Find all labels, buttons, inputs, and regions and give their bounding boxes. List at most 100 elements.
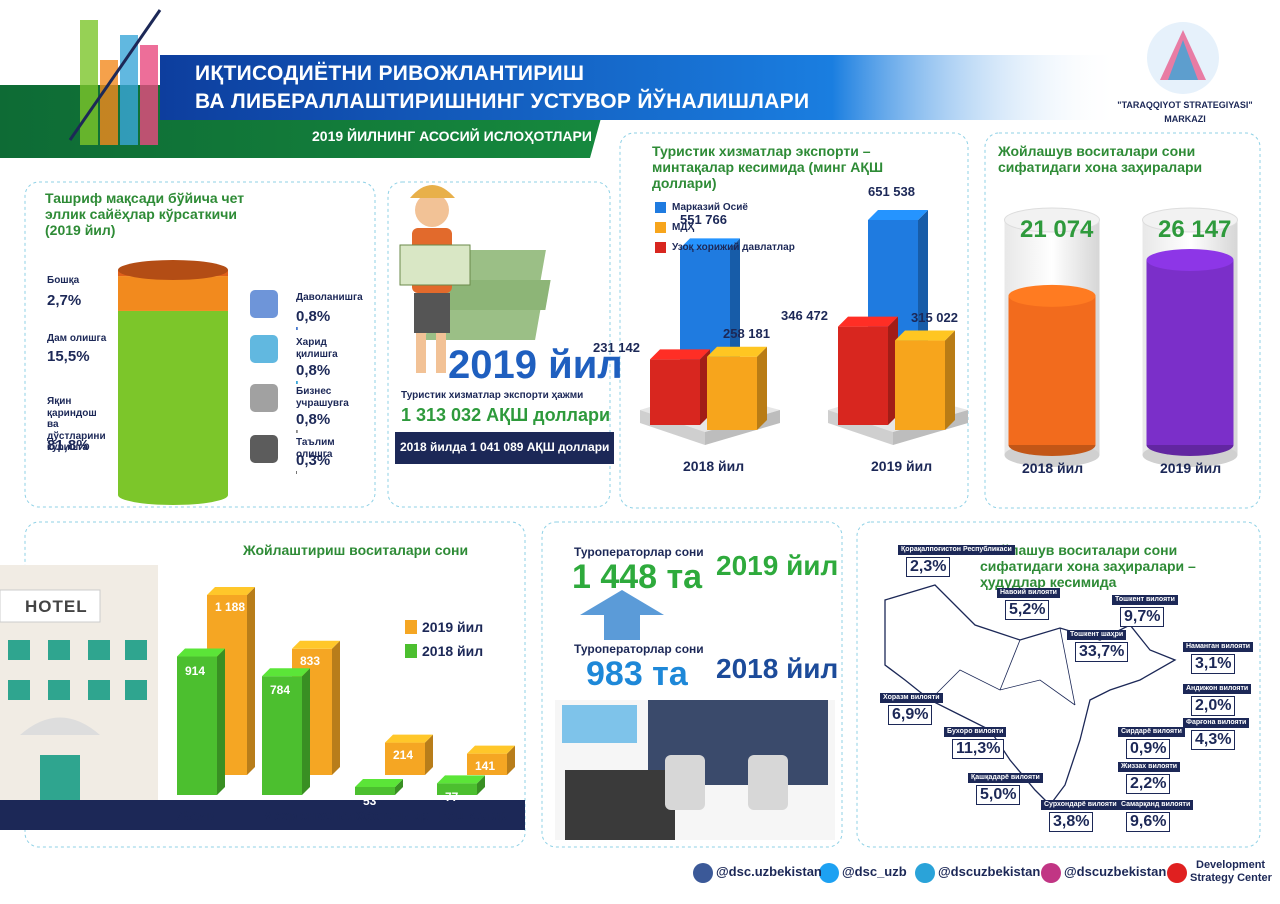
bar-top: [707, 346, 767, 357]
bar-side: [477, 775, 485, 795]
region-name: Наманган вилояти: [1183, 642, 1254, 653]
bar-top: [385, 734, 433, 743]
region-value: 2,2%: [1126, 774, 1171, 795]
bar: [355, 786, 395, 795]
purpose-label: Даволанишга: [296, 292, 363, 303]
purpose-value: 0,3%: [296, 452, 331, 469]
header-title: ВА ЛИБЕРАЛЛАШТИРИШНИНГ УСТУВОР ЙЎНАЛИШЛА…: [195, 90, 810, 113]
value-label: 1 188: [215, 600, 246, 614]
region-name: Қашқадарё вилояти: [968, 773, 1043, 784]
panels: [24, 132, 1261, 848]
bar-side: [425, 734, 433, 775]
legend-swatch: [655, 242, 666, 253]
region-name: Тошкент вилояти: [1112, 595, 1178, 606]
value-label: 551 766: [680, 212, 727, 228]
legend-swatch: [405, 620, 417, 634]
bar-top: [467, 745, 515, 754]
header-bands: [0, 9, 1219, 158]
bar: [177, 656, 217, 795]
liquid: [1008, 295, 1096, 445]
footer-icons: [693, 863, 1187, 883]
value-label: 833: [300, 653, 321, 668]
bar: [467, 753, 507, 775]
purpose-label: Бошқа: [47, 275, 80, 286]
tourism-year: 2019 йил: [448, 343, 623, 387]
region-value: 5,0%: [976, 785, 1021, 806]
purpose-bar: [296, 381, 298, 384]
operators-label: Туроператорлар сони: [574, 545, 704, 559]
panel-title: Туристик хизматлар экспорти – минтақалар…: [652, 143, 884, 192]
bar-top: [650, 349, 710, 360]
bar-side: [507, 745, 515, 775]
purpose-bar: [296, 327, 298, 330]
purpose-bar: [296, 471, 297, 474]
purpose-bar: [296, 430, 298, 433]
cylinder-top: [118, 260, 228, 280]
purpose-label: Яқин қариндош ва дўстларини кўришга: [47, 396, 106, 453]
brand: Strategy Center: [1190, 872, 1272, 884]
purpose-value: 2,7%: [47, 292, 82, 309]
tourism-label: Туристик хизматлар экспорти ҳажми: [401, 390, 584, 401]
bar-top: [292, 640, 340, 649]
region-value: 9,7%: [1120, 607, 1165, 628]
tourist-illustration: [399, 185, 551, 373]
purpose-label: Таълим олишга: [296, 437, 335, 460]
region-value: 0,9%: [1126, 739, 1171, 760]
value-label: 231 142: [593, 340, 640, 356]
region-name: Хоразм вилояти: [880, 693, 943, 704]
purpose-label: Харид қилишга: [296, 337, 338, 360]
bar: [262, 676, 302, 795]
value-label: 914: [185, 663, 206, 678]
social-handle: @dscuzbekistan: [938, 864, 1041, 879]
value-label: 651 538: [868, 184, 915, 199]
legend-swatch: [655, 202, 666, 213]
legend-label: Марказий Осиё: [672, 202, 748, 213]
bar-top: [437, 775, 485, 784]
purpose-icon: [250, 384, 278, 412]
operators-year: 2018 йил: [716, 653, 839, 684]
social-handle: @dscuzbekistan: [1064, 864, 1167, 879]
value-label: 315 022: [911, 309, 958, 325]
purpose-label: Бизнес учрашувга: [296, 386, 349, 409]
bar-top: [355, 778, 403, 787]
bar-top: [207, 587, 255, 595]
region-value: 2,0%: [1191, 696, 1236, 717]
purpose-value: 15,5%: [47, 348, 90, 365]
region-name: Навоий вилояти: [997, 588, 1060, 599]
region-name: Сирдарё вилояти: [1118, 727, 1185, 738]
liquid: [1146, 260, 1234, 445]
category-label: 2018 йил: [1022, 460, 1084, 476]
region-value: 2,3%: [906, 557, 951, 578]
operators-illustration: [555, 590, 835, 840]
value-label: 77: [445, 790, 459, 805]
logo-text: MARKAZI: [1164, 114, 1206, 124]
value-label: 346 472: [781, 307, 828, 323]
operators-year: 2019 йил: [716, 550, 839, 581]
legend-label: Узоқ хорижий давлатлар: [672, 242, 795, 253]
legend-swatch: [655, 222, 666, 233]
value-label: 214: [393, 747, 414, 762]
region-value: 11,3%: [952, 739, 1005, 760]
value-label: 784: [270, 683, 291, 698]
logo-text: "TARAQQIYOT STRATEGIYASI": [1117, 100, 1253, 110]
region-name: Сурхондарё вилояти: [1041, 800, 1120, 811]
purpose-value: 0,8%: [296, 308, 331, 325]
category-label: 2019 йил: [1160, 460, 1222, 476]
region-name: Тошкент шаҳри: [1067, 630, 1127, 641]
panel-title: Жойлаштириш воситалари сони: [243, 542, 469, 558]
bar-side: [247, 587, 255, 775]
region-name: Қорақалпоғистон Республикаси: [898, 545, 1015, 556]
purpose-icon: [250, 435, 278, 463]
region-value: 3,8%: [1049, 812, 1094, 833]
region-value: 3,1%: [1191, 654, 1236, 675]
bar: [437, 783, 477, 795]
region-name: Фарғона вилояти: [1183, 718, 1250, 729]
legend-label: 2018 йил: [422, 643, 484, 659]
bar-top: [680, 238, 740, 249]
bar-top: [868, 210, 928, 220]
liquid-top: [1146, 249, 1234, 271]
social-handle: @dsc_uzb: [842, 864, 907, 879]
purpose-value: 0,8%: [296, 362, 331, 379]
tourism-value: 1 313 032 АҚШ доллари: [401, 405, 611, 425]
bar-side: [217, 648, 225, 795]
